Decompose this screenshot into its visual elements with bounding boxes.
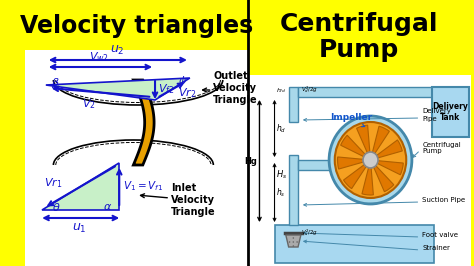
FancyBboxPatch shape [25,0,248,50]
Wedge shape [356,125,371,160]
Text: Strainer: Strainer [422,245,450,251]
FancyBboxPatch shape [248,75,471,266]
FancyBboxPatch shape [289,87,298,122]
Circle shape [363,152,378,168]
Circle shape [292,241,294,243]
Text: $h_{fd}$: $h_{fd}$ [276,86,287,95]
Text: $u_2$: $u_2$ [110,44,125,57]
Circle shape [289,241,291,243]
Text: Outlet
Velocity
Triangle: Outlet Velocity Triangle [213,71,258,105]
Text: $V_s^2/2g$: $V_s^2/2g$ [301,227,318,238]
Text: Delivery
Pipe: Delivery Pipe [422,109,451,122]
FancyBboxPatch shape [25,50,248,266]
FancyBboxPatch shape [289,155,298,225]
Polygon shape [42,163,119,210]
Wedge shape [341,135,371,160]
Polygon shape [286,235,301,247]
Wedge shape [362,160,374,195]
Text: $V_2$: $V_2$ [82,97,96,111]
Wedge shape [371,160,394,192]
Text: $\theta$: $\theta$ [52,201,61,213]
Text: Centrifugal
Pump: Centrifugal Pump [280,12,438,62]
Wedge shape [371,140,402,160]
Circle shape [335,122,406,198]
FancyBboxPatch shape [248,0,471,75]
FancyBboxPatch shape [298,160,330,170]
Wedge shape [337,157,371,169]
Text: $H_s$: $H_s$ [276,168,288,181]
Text: $\beta$: $\beta$ [51,76,60,90]
Text: $V_{w2}$: $V_{w2}$ [89,50,109,64]
Text: Inlet
Velocity
Triangle: Inlet Velocity Triangle [171,183,216,217]
Wedge shape [371,126,389,160]
Text: Velocity triangles: Velocity triangles [19,14,253,38]
Text: $u_1$: $u_1$ [73,222,87,235]
FancyBboxPatch shape [432,87,469,137]
Text: $h_d$: $h_d$ [276,122,287,135]
Text: $h_s$: $h_s$ [276,186,286,199]
Circle shape [296,241,298,243]
Polygon shape [46,78,190,100]
FancyBboxPatch shape [274,225,435,263]
Text: $V_1 = V_{f1}$: $V_1 = V_{f1}$ [123,179,164,193]
Text: Delivery
Tank: Delivery Tank [433,102,468,122]
Text: $\alpha$: $\alpha$ [103,202,112,212]
Text: Hg: Hg [245,156,257,165]
Text: Impeller: Impeller [330,114,373,123]
Text: $V_d^2/2g$: $V_d^2/2g$ [301,84,318,95]
Text: Suction Pipe: Suction Pipe [422,197,465,203]
Text: $Vr_2$: $Vr_2$ [178,86,196,100]
Text: $Vr_1$: $Vr_1$ [45,176,63,190]
Wedge shape [344,160,371,189]
FancyBboxPatch shape [298,87,432,97]
Text: $V_{f2}$: $V_{f2}$ [158,82,174,96]
Circle shape [292,245,294,247]
Polygon shape [133,80,154,165]
Wedge shape [371,160,403,175]
Text: Foot valve: Foot valve [422,232,458,238]
Circle shape [292,237,294,239]
Circle shape [329,116,412,204]
Text: Centrifugal
Pump: Centrifugal Pump [422,142,461,155]
Text: $\phi$: $\phi$ [178,74,187,88]
